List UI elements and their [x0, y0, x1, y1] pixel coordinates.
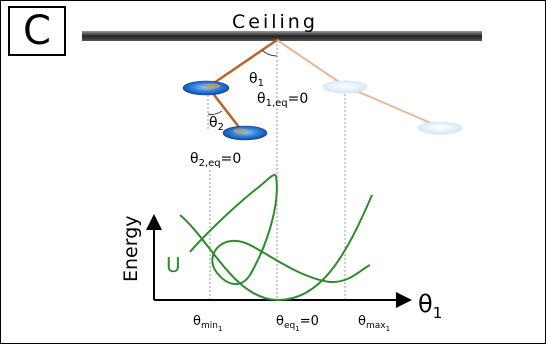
pendulum-disc-upper [182, 80, 230, 96]
theta2-arc [207, 110, 223, 116]
energy-axis-label: Energy [120, 215, 142, 282]
energy-curves [179, 174, 373, 302]
tick-theta-eq: θeq1=0 [276, 314, 319, 333]
panel-label: C [8, 6, 66, 56]
energy-curve-main [179, 194, 373, 302]
ceiling-bar [82, 31, 482, 41]
faded-disc-upper [322, 80, 368, 94]
tick-theta-max: θmax1 [358, 314, 390, 333]
pendulum-rod-upper [207, 38, 278, 89]
faded-rod-lower [344, 85, 441, 128]
pendulum-disc-lower [222, 125, 268, 141]
theta1-eq-label: θ1,eq=0 [257, 91, 308, 109]
faded-rod-upper [276, 39, 346, 87]
theta2-label: θ2 [209, 115, 224, 133]
potential-label: U [166, 253, 181, 277]
ceiling-label: Ceiling [232, 11, 318, 33]
faded-disc-lower [417, 121, 463, 135]
tick-theta-min: θmin1 [193, 314, 222, 333]
theta1-arc [261, 49, 278, 57]
theta1-label: θ1 [249, 71, 264, 89]
x-axis-label: θ1 [418, 290, 442, 322]
pendulum-disc-lower-highlight [233, 128, 247, 134]
pendulum-disc-upper-highlight [204, 83, 220, 89]
energy-curve-loop [189, 174, 371, 285]
theta2-eq-label: θ2,eq=0 [190, 151, 241, 169]
